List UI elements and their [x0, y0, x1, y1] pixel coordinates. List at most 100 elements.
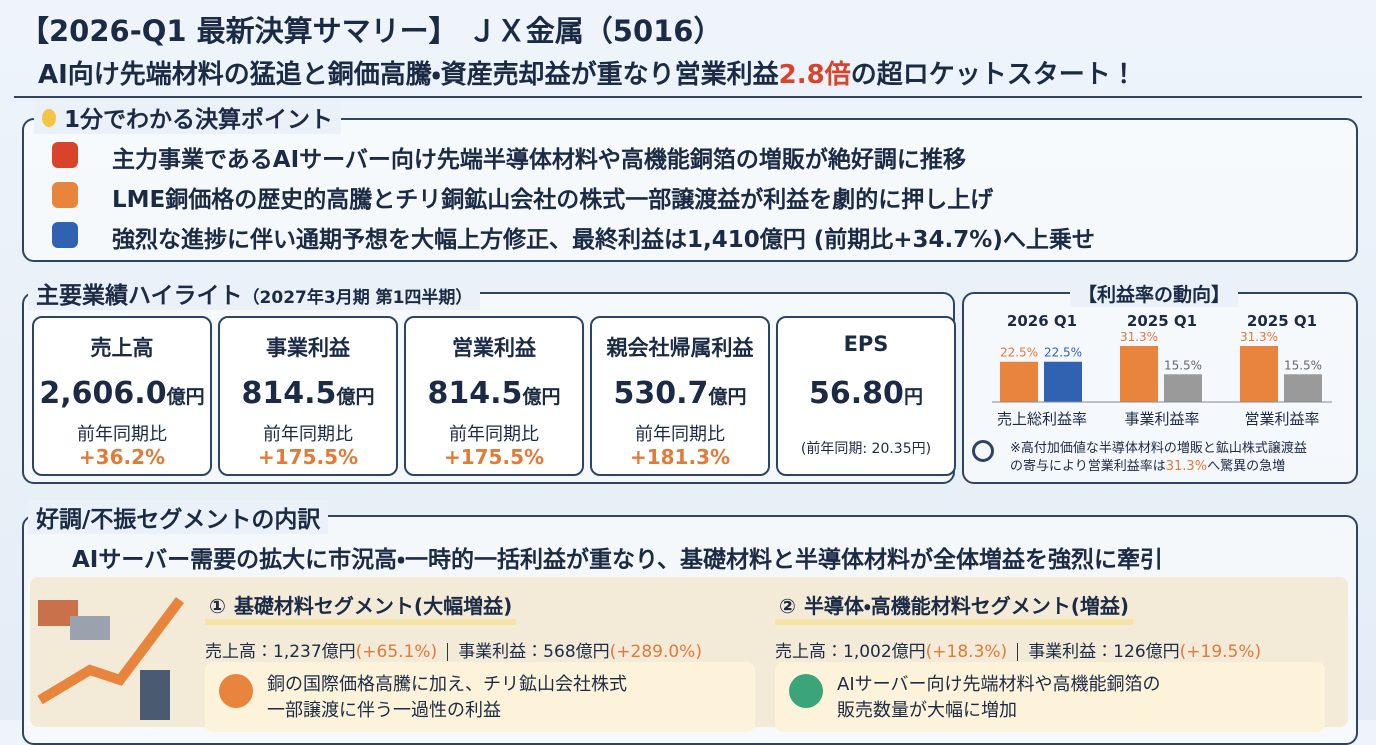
metal-ingot [70, 616, 110, 640]
subtitle: AI向け先端材料の猛追と銅価高騰・資産売却益が重なり営業利益2.8倍の超ロケット… [38, 54, 1137, 91]
segment-name: 半導体・高機能材料セグメント(増益) [803, 594, 1130, 618]
note-highlight: 31.3% [1165, 459, 1208, 474]
card-value: 814.5億円 [406, 376, 582, 411]
bulb-icon [42, 109, 56, 127]
card-number: 814.5 [241, 376, 337, 411]
segment-profit-change: (+289.0%) [609, 642, 702, 662]
group-label: 事業利益率 [1124, 410, 1199, 428]
point-icon [52, 182, 78, 208]
segment-sales-change: (+18.3%) [925, 642, 1008, 662]
card-change: +36.2% [78, 445, 166, 469]
note-icon [789, 674, 823, 708]
card-unit: 億円 [166, 386, 205, 408]
card-label: 事業利益 [266, 336, 350, 360]
segment: ① 基礎材料セグメント(大幅増益) 売上高：1,237億円(+65.1%) 事業利益：… [205, 590, 775, 732]
card-unit: 億円 [336, 386, 375, 408]
card-value: 530.7億円 [592, 376, 768, 411]
bar-label: 22.5% [1044, 346, 1082, 360]
segment-stats: 売上高：1,002億円(+18.3%) 事業利益：126億円(+19.5%) [775, 637, 1345, 662]
card-number: 2,606.0 [39, 376, 167, 411]
margin-bar [1240, 346, 1278, 402]
group-label: 営業利益率 [1244, 410, 1319, 428]
segment-stats: 売上高：1,237億円(+65.1%) 事業利益：568億円(+289.0%) [205, 637, 775, 662]
bar-label: 31.3% [1120, 330, 1158, 344]
point-icon [52, 222, 78, 248]
segment-sales-change: (+65.1%) [355, 642, 438, 662]
separator [1017, 643, 1019, 661]
point-item: LME銅価格の歴史的高騰とチリ銅鉱山会社の株式一部譲渡益が利益を劇的に押し上げ [112, 187, 994, 213]
card-label: 営業利益 [452, 336, 536, 360]
card-change: +181.3% [629, 445, 731, 469]
card-value: 2,606.0億円 [34, 376, 210, 411]
points-title: 1分でわかる決算ポイント [34, 100, 342, 134]
group-header: 2025 Q1 [1247, 312, 1317, 330]
note-text: へ驚異の急増 [1207, 459, 1286, 474]
point-icon [52, 142, 78, 168]
card-note: (前年同期: 20.35円) [800, 441, 932, 457]
server-icon [140, 670, 170, 720]
highlights-title-text: 主要業績ハイライト [36, 283, 243, 309]
card-label: 売上高 [90, 336, 154, 360]
point-item: 強烈な進捗に伴い通期予想を大幅上方修正、最終利益は1,410億円 (前期比+34… [112, 227, 1095, 253]
points-box [22, 118, 1358, 262]
margin-bar [1000, 361, 1038, 402]
card-compare: 前年同期比 [77, 424, 167, 445]
divider [14, 96, 1362, 98]
segment-sales: 売上高：1,237億円 [205, 642, 356, 662]
bar-label: 31.3% [1240, 330, 1278, 344]
margin-note: ※高付加価値な半導体材料の増販と鉱山株式譲渡益 の寄与により営業利益率は31.3%… [1010, 440, 1307, 476]
note-line: AIサーバー向け先端材料や高機能銅箔の [837, 674, 1161, 695]
segment-title: ② 半導体・高機能材料セグメント(増益) [775, 590, 1134, 625]
title: 【2026-Q1 最新決算サマリー】 ＪＸ金属（5016） [20, 14, 723, 48]
bar-label: 22.5% [1000, 346, 1038, 360]
metric-card: 営業利益 814.5億円 前年同期比 +175.5% [404, 316, 584, 476]
segment-sales: 売上高：1,002億円 [775, 642, 926, 662]
group-label: 売上総利益率 [997, 410, 1087, 428]
note-line: 一部譲渡に伴う一過性の利益 [267, 700, 501, 721]
segment-title: ① 基礎材料セグメント(大幅増益) [205, 590, 517, 625]
card-label: EPS [843, 332, 889, 356]
card-change: +175.5% [443, 445, 545, 469]
highlights-title: 主要業績ハイライト（2027年3月期 第1四半期） [28, 276, 481, 310]
separator [447, 643, 449, 661]
highlights-period: （2027年3月期 第1四半期） [242, 288, 473, 308]
point-item: 主力事業であるAIサーバー向け先端半導体材料や高機能銅箔の増販が絶好調に推移 [112, 147, 966, 173]
card-label: 親会社帰属利益 [606, 336, 754, 360]
points-title-text: 1分でわかる決算ポイント [64, 107, 334, 133]
bar-label: 15.5% [1164, 358, 1202, 372]
card-unit: 円 [903, 386, 923, 408]
magnifier-icon [972, 440, 994, 462]
segment-illustration [37, 597, 184, 720]
margin-bar [1044, 361, 1082, 402]
segment: ② 半導体・高機能材料セグメント(増益) 売上高：1,002億円(+18.3%) 事業… [775, 590, 1345, 732]
metric-card: 事業利益 814.5億円前年同期比 +175.5% [218, 316, 398, 476]
margin-bar [1284, 374, 1322, 402]
note-line: ※高付加価値な半導体材料の増販と鉱山株式譲渡益 [1010, 441, 1307, 456]
segment-note: AIサーバー向け先端材料や高機能銅箔の 販売数量が大幅に増加 [775, 662, 1325, 732]
segment-name: 基礎材料セグメント(大幅増益) [233, 594, 513, 618]
card-change: +175.5% [257, 445, 359, 469]
margin-bar [1120, 346, 1158, 402]
segment-profit-change: (+19.5%) [1179, 642, 1262, 662]
bar-label: 15.5% [1284, 358, 1322, 372]
subtitle-text: の超ロケットスタート！ [850, 60, 1137, 90]
card-compare: 前年同期比 [263, 424, 353, 445]
card-value: 814.5億円 [220, 376, 396, 411]
growth-arrow [37, 597, 184, 705]
segment-number: ② [779, 594, 796, 618]
card-number: 530.7 [613, 376, 709, 411]
note-line: 販売数量が大幅に増加 [837, 700, 1017, 721]
subtitle-text: AI向け先端材料の猛追と銅価高騰・資産売却益が重なり営業利益 [38, 60, 779, 90]
note-line: 銅の国際価格高騰に加え、チリ鉱山会社株式 [267, 674, 627, 695]
note-text: の寄与により営業利益率は [1010, 459, 1166, 474]
group-header: 2025 Q1 [1127, 312, 1197, 330]
metric-card: 売上高 2,606.0億円前年同期比 +36.2% [32, 316, 212, 476]
card-value: 56.80円 [778, 376, 954, 411]
metric-card: EPS 56.80円 (前年同期: 20.35円) [776, 316, 956, 476]
group-header: 2026 Q1 [1007, 312, 1077, 330]
metric-card: 親会社帰属利益 530.7億円前年同期比 +181.3% [590, 316, 770, 476]
margin-title: 【利益率の動向】 [1070, 280, 1239, 307]
card-compare: 前年同期比 [635, 424, 725, 445]
